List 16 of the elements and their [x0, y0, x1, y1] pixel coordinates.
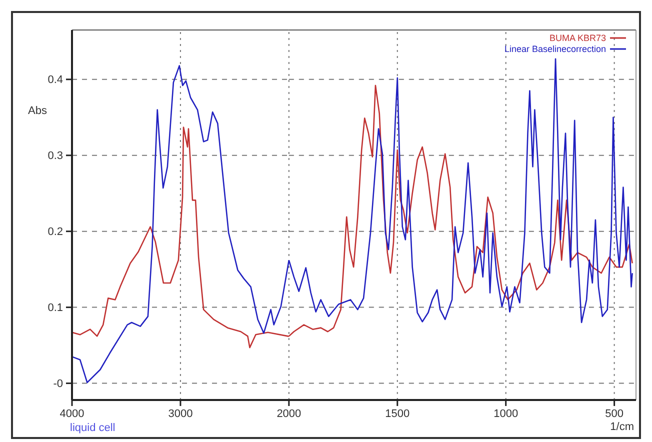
y-tick-label: 0.1	[48, 302, 63, 314]
legend-label: BUMA KBR73	[549, 33, 606, 43]
y-axis-title: Abs	[28, 104, 48, 117]
legend-label: Linear Baselinecorrection	[504, 44, 606, 54]
x-axis-title: 1/cm	[610, 421, 634, 433]
y-tick-label: 0.2	[48, 226, 63, 238]
x-tick-label: 4000	[60, 408, 84, 420]
y-tick-label: 0.3	[48, 150, 63, 162]
x-tick-label: 1500	[385, 408, 410, 420]
y-tick-label: 0.4	[48, 74, 63, 86]
x-tick-label: 1000	[494, 408, 518, 420]
x-tick-label: 500	[605, 408, 624, 420]
x-tick-label: 2000	[276, 408, 302, 420]
text: liquid cell	[70, 422, 116, 434]
y-tick-label: -0	[53, 378, 63, 390]
x-tick-label: 3000	[168, 408, 193, 420]
